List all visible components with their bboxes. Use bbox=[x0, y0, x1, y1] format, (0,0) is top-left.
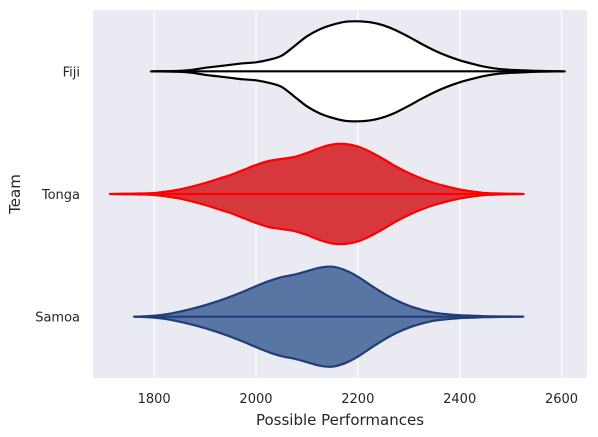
x-axis-ticks: 1800 2000 2200 2400 2600 bbox=[138, 392, 579, 407]
y-tick-label: Tonga bbox=[41, 188, 80, 203]
y-tick-label: Samoa bbox=[35, 311, 80, 326]
y-axis-ticks: Fiji Tonga Samoa bbox=[35, 65, 80, 325]
y-tick-label: Fiji bbox=[63, 65, 80, 80]
x-tick-label: 2600 bbox=[545, 392, 578, 407]
x-tick-label: 2200 bbox=[341, 392, 374, 407]
x-tick-label: 2000 bbox=[239, 392, 272, 407]
x-axis-label: Possible Performances bbox=[256, 411, 424, 429]
y-axis-label: Team bbox=[6, 174, 24, 215]
x-tick-label: 2400 bbox=[443, 392, 476, 407]
x-tick-label: 1800 bbox=[138, 392, 171, 407]
violins bbox=[108, 20, 566, 368]
